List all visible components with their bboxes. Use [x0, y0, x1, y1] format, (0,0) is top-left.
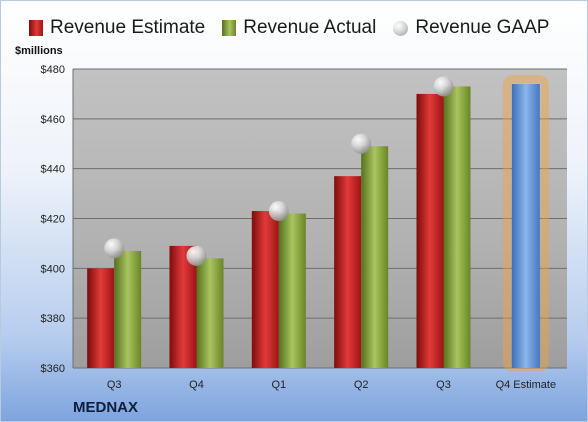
- bar-revenue-estimate: [334, 176, 362, 368]
- gaap-markers: [104, 76, 454, 266]
- bars: [87, 74, 549, 372]
- marker-revenue-gaap: [433, 76, 454, 97]
- x-tick-label: Q4 Estimate: [496, 379, 557, 391]
- y-tick-label: $420: [41, 214, 65, 226]
- bar-revenue-actual: [114, 250, 142, 368]
- legend: Revenue Estimate Revenue Actual Revenue …: [29, 13, 566, 43]
- bar-q4-estimate: [511, 83, 540, 368]
- x-tick-label: Q3: [107, 379, 122, 391]
- legend-label-estimate: Revenue Estimate: [50, 17, 206, 38]
- x-tick-label: Q2: [354, 379, 369, 391]
- y-tick-label: $480: [41, 64, 65, 76]
- marker-revenue-gaap: [104, 238, 125, 259]
- legend-label-gaap: Revenue GAAP: [415, 17, 550, 38]
- bar-revenue-actual: [196, 258, 224, 368]
- x-tick-label: Q3: [436, 379, 451, 391]
- marker-revenue-gaap: [186, 245, 207, 266]
- bar-revenue-estimate: [251, 211, 279, 368]
- y-tick-label: $440: [41, 164, 65, 176]
- legend-label-actual: Revenue Actual: [243, 17, 377, 38]
- legend-item-estimate: Revenue Estimate: [29, 17, 205, 39]
- legend-item-gaap: Revenue GAAP: [393, 17, 549, 39]
- x-tick-label: Q4: [189, 379, 204, 391]
- marker-revenue-gaap: [268, 201, 289, 222]
- y-tick-label: $380: [41, 313, 65, 325]
- y-axis-ticks: $360 $380 $400 $420 $440 $460 $480: [41, 64, 65, 375]
- x-tick-label: Q1: [271, 379, 286, 391]
- marker-revenue-gaap: [351, 133, 372, 154]
- y-tick-label: $400: [41, 263, 65, 275]
- bar-revenue-estimate: [416, 93, 444, 369]
- bar-revenue-actual: [278, 213, 306, 368]
- y-tick-label: $460: [41, 114, 65, 126]
- bar-revenue-actual: [361, 146, 389, 368]
- legend-marker-gaap: [393, 20, 409, 36]
- bar-revenue-estimate: [87, 268, 115, 368]
- legend-swatch-actual: [222, 20, 237, 36]
- legend-swatch-estimate: [29, 20, 43, 36]
- y-tick-label: $360: [41, 363, 65, 375]
- bar-revenue-actual: [443, 86, 471, 369]
- legend-item-actual: Revenue Actual: [222, 17, 376, 39]
- bar-revenue-estimate: [169, 245, 197, 368]
- gridlines: [72, 68, 567, 369]
- y-axis-unit-label: $millions: [15, 45, 63, 57]
- company-name: MEDNAX: [73, 399, 139, 416]
- x-axis-ticks: Q3 Q4 Q1 Q2 Q3 Q4 Estimate: [107, 379, 556, 391]
